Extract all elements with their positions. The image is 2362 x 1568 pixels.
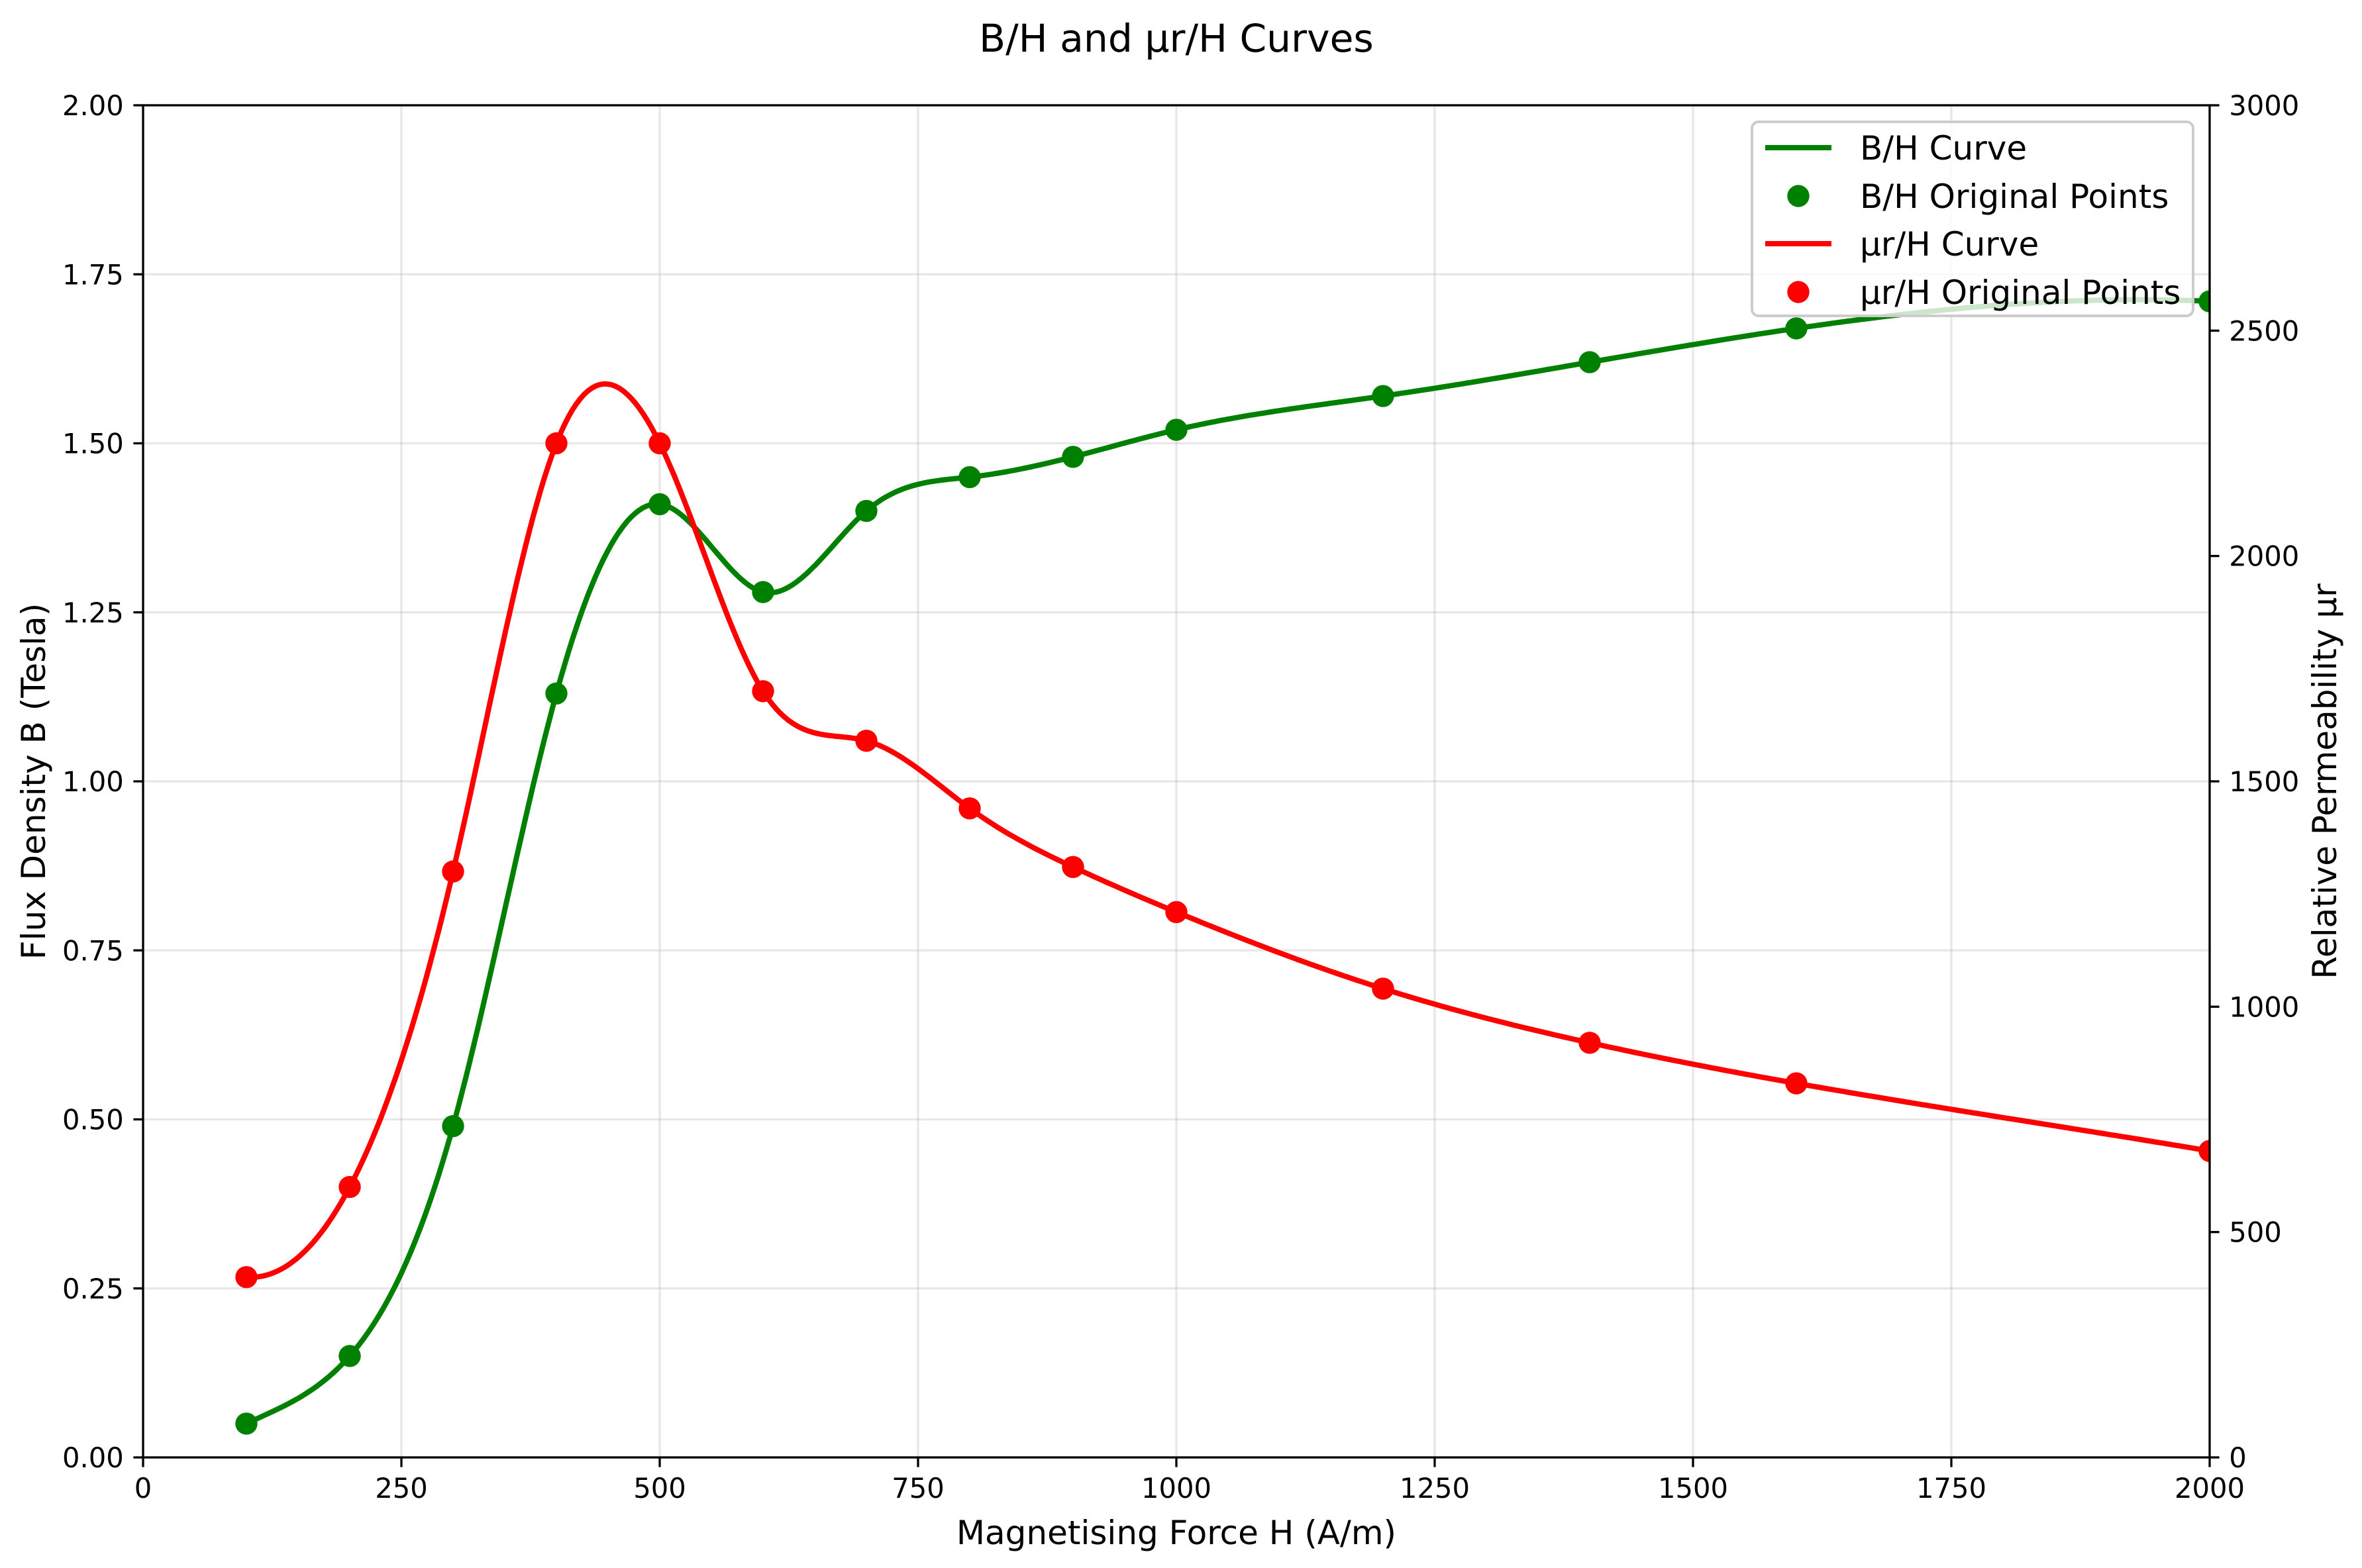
legend-frame bbox=[1751, 121, 2194, 317]
legend-marker-swatch bbox=[1787, 281, 1810, 303]
mur-h-original-point bbox=[442, 860, 464, 883]
b-h-original-point bbox=[752, 581, 774, 603]
y-tick-label: 1.50 bbox=[62, 428, 124, 460]
b-h-original-point bbox=[648, 493, 671, 516]
mur-h-original-point bbox=[545, 432, 568, 455]
mur-h-original-point bbox=[235, 1266, 258, 1289]
legend-item: B/H Original Points bbox=[1787, 177, 2169, 216]
x-tick-label: 1750 bbox=[1916, 1472, 1986, 1504]
x-tick-label: 1250 bbox=[1400, 1472, 1470, 1504]
legend-label: μr/H Original Points bbox=[1860, 273, 2181, 312]
b-h-original-point bbox=[1062, 446, 1084, 468]
y2-tick-label: 2000 bbox=[2229, 540, 2299, 573]
x-tick-label: 0 bbox=[134, 1472, 152, 1504]
mur-h-original-point bbox=[1785, 1072, 1808, 1095]
mur-h-original-point bbox=[752, 680, 774, 703]
chart-title: B/H and μr/H Curves bbox=[979, 16, 1374, 61]
mur-h-original-point bbox=[1372, 977, 1394, 1000]
y-tick-label: 1.25 bbox=[62, 597, 124, 629]
y2-tick-label: 1500 bbox=[2229, 765, 2299, 798]
mur-h-original-point bbox=[1165, 901, 1188, 924]
mur-h-original-point bbox=[958, 797, 981, 820]
mur-h-original-point bbox=[338, 1175, 361, 1199]
x-tick-label: 2000 bbox=[2175, 1472, 2245, 1504]
legend: B/H Curve B/H Original Points μr/H Curve… bbox=[1751, 121, 2194, 317]
y2-tick-label: 500 bbox=[2229, 1216, 2282, 1249]
y-tick-label: 0.75 bbox=[62, 934, 124, 967]
b-h-original-point bbox=[1785, 317, 1808, 340]
x-tick-label: 500 bbox=[633, 1472, 686, 1504]
mur-h-original-point bbox=[1062, 856, 1084, 879]
mur-h-original-point bbox=[1578, 1032, 1601, 1054]
mur-h-curve-line bbox=[246, 381, 2210, 1280]
x-tick-label: 1000 bbox=[1141, 1472, 1211, 1504]
b-h-original-point bbox=[1578, 351, 1601, 373]
legend-label: μr/H Curve bbox=[1860, 225, 2039, 264]
x-tick-label: 750 bbox=[892, 1472, 945, 1504]
y-tick-label: 1.75 bbox=[62, 258, 124, 291]
y2-tick-label: 1000 bbox=[2229, 991, 2299, 1023]
y-tick-label: 1.00 bbox=[62, 765, 124, 798]
y-tick-label: 0.25 bbox=[62, 1273, 124, 1305]
axis-ticks: 0 250 500 750 1000 1250 1500 1750 2000 0.00 0.25 0.… bbox=[62, 89, 2299, 1504]
legend-item: B/H Curve bbox=[1765, 129, 2027, 168]
y2-tick-label: 2500 bbox=[2229, 315, 2299, 347]
legend-item: μr/H Original Points bbox=[1787, 273, 2181, 312]
mur-h-original-point bbox=[2198, 1140, 2210, 1162]
b-h-original-point bbox=[958, 466, 981, 489]
legend-item: μr/H Curve bbox=[1765, 225, 2039, 264]
b-h-original-point bbox=[1372, 385, 1394, 407]
b-h-original-point bbox=[338, 1345, 361, 1367]
legend-marker-swatch bbox=[1787, 185, 1810, 207]
b-h-original-point bbox=[1165, 418, 1188, 441]
y-tick-label: 0.00 bbox=[62, 1442, 124, 1474]
b-h-original-point bbox=[2198, 290, 2210, 313]
b-h-original-point bbox=[855, 499, 878, 522]
b-h-original-point bbox=[235, 1412, 258, 1435]
x-tick-label: 1500 bbox=[1658, 1472, 1728, 1504]
y-tick-label: 2.00 bbox=[62, 89, 124, 122]
y2-tick-label: 0 bbox=[2229, 1442, 2247, 1474]
x-axis-label: Magnetising Force H (A/m) bbox=[956, 1514, 1396, 1552]
x-tick-label: 250 bbox=[375, 1472, 428, 1504]
mur-h-original-point bbox=[855, 730, 878, 752]
plot-area bbox=[143, 105, 2210, 1457]
y2-tick-label: 3000 bbox=[2229, 89, 2299, 122]
mur-h-original-point bbox=[648, 432, 671, 455]
y-tick-label: 0.50 bbox=[62, 1104, 124, 1136]
b-h-original-point bbox=[545, 682, 568, 705]
y-axis-label-right: Relative Permeability μr bbox=[2306, 583, 2344, 979]
legend-label: B/H Curve bbox=[1860, 129, 2027, 168]
y-axis-label-left: Flux Density B (Tesla) bbox=[15, 603, 53, 959]
b-h-original-point bbox=[442, 1115, 464, 1138]
legend-label: B/H Original Points bbox=[1860, 177, 2169, 216]
